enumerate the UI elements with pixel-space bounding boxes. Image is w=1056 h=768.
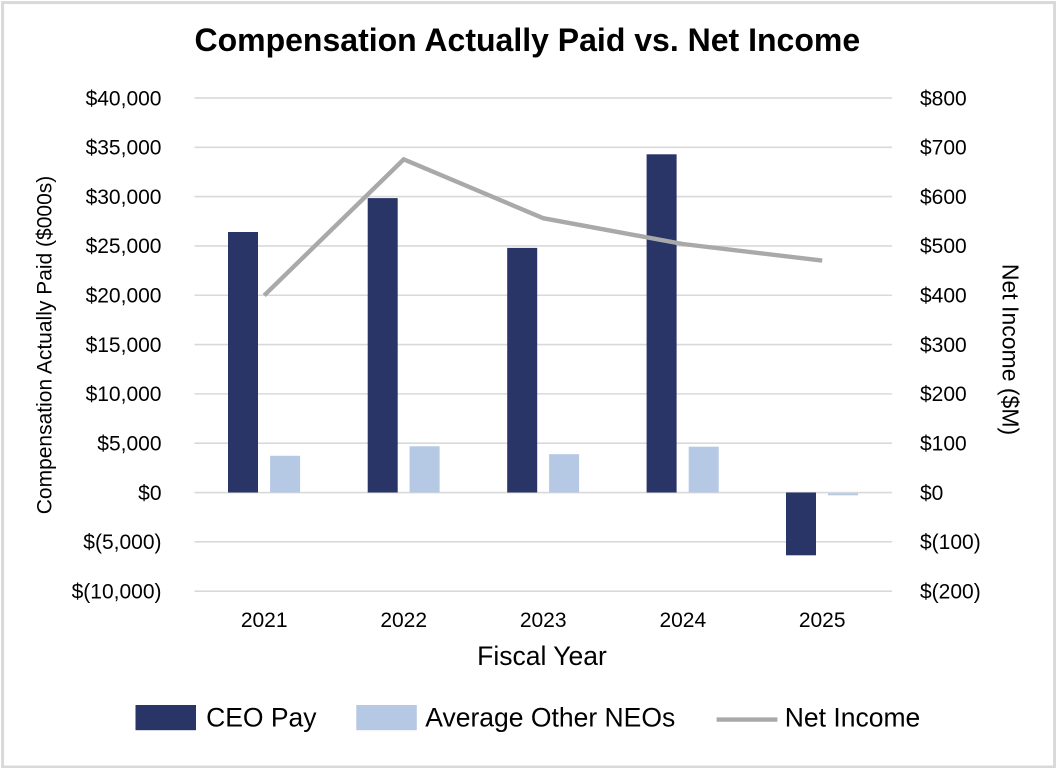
svg-text:$600: $600	[920, 186, 967, 209]
svg-text:$(200): $(200)	[920, 581, 981, 604]
svg-text:$(5,000): $(5,000)	[83, 531, 161, 554]
svg-text:$20,000: $20,000	[86, 285, 162, 308]
svg-text:2023: 2023	[520, 609, 567, 632]
svg-text:CEO Pay: CEO Pay	[206, 703, 317, 733]
svg-text:Compensation Actually Paid vs.: Compensation Actually Paid vs. Net Incom…	[194, 22, 860, 58]
svg-text:$5,000: $5,000	[97, 433, 161, 456]
svg-text:$10,000: $10,000	[86, 383, 162, 406]
svg-text:$25,000: $25,000	[86, 235, 162, 258]
svg-text:2025: 2025	[799, 609, 846, 632]
svg-text:$300: $300	[920, 334, 967, 357]
svg-text:$200: $200	[920, 383, 967, 406]
svg-text:$400: $400	[920, 285, 967, 308]
svg-text:2021: 2021	[241, 609, 288, 632]
svg-text:Net Income ($M): Net Income ($M)	[997, 264, 1023, 435]
svg-text:$0: $0	[138, 482, 161, 505]
svg-text:$500: $500	[920, 235, 967, 258]
svg-text:2024: 2024	[659, 609, 706, 632]
svg-text:$15,000: $15,000	[86, 334, 162, 357]
svg-text:$800: $800	[920, 87, 967, 110]
svg-text:$100: $100	[920, 433, 967, 456]
svg-text:Average Other NEOs: Average Other NEOs	[425, 703, 675, 733]
svg-text:$40,000: $40,000	[86, 87, 162, 110]
svg-text:$30,000: $30,000	[86, 186, 162, 209]
svg-text:$(10,000): $(10,000)	[72, 581, 162, 604]
svg-text:$35,000: $35,000	[86, 137, 162, 160]
svg-text:Fiscal Year: Fiscal Year	[477, 641, 607, 671]
svg-text:Compensation Actually Paid ($0: Compensation Actually Paid ($000s)	[33, 176, 56, 515]
svg-text:$(100): $(100)	[920, 531, 981, 554]
svg-text:$700: $700	[920, 137, 967, 160]
svg-text:$0: $0	[920, 482, 943, 505]
svg-text:Net Income: Net Income	[785, 703, 921, 733]
svg-text:2022: 2022	[380, 609, 427, 632]
